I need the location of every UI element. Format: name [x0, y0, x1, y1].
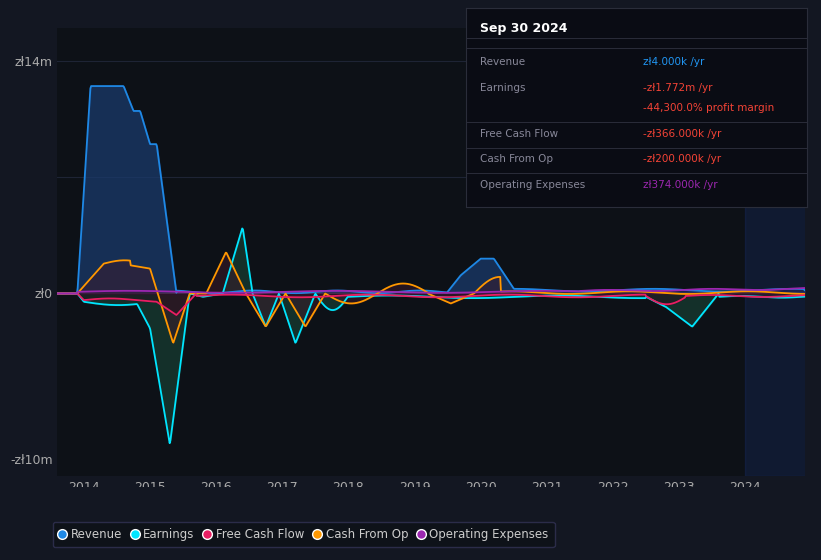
Text: -zł200.000k /yr: -zł200.000k /yr: [644, 155, 722, 165]
Text: -zł1.772m /yr: -zł1.772m /yr: [644, 83, 713, 93]
Text: -zł366.000k /yr: -zł366.000k /yr: [644, 129, 722, 139]
Text: Free Cash Flow: Free Cash Flow: [480, 129, 558, 139]
Text: Operating Expenses: Operating Expenses: [480, 180, 585, 190]
Text: -44,300.0% profit margin: -44,300.0% profit margin: [644, 103, 775, 113]
Text: zł4.000k /yr: zł4.000k /yr: [644, 57, 705, 67]
Text: Cash From Op: Cash From Op: [480, 155, 553, 165]
Text: Revenue: Revenue: [480, 57, 525, 67]
Legend: Revenue, Earnings, Free Cash Flow, Cash From Op, Operating Expenses: Revenue, Earnings, Free Cash Flow, Cash …: [53, 522, 554, 547]
Bar: [745, 28, 808, 476]
Text: Sep 30 2024: Sep 30 2024: [480, 22, 567, 35]
Text: Earnings: Earnings: [480, 83, 525, 93]
Text: zł374.000k /yr: zł374.000k /yr: [644, 180, 718, 190]
